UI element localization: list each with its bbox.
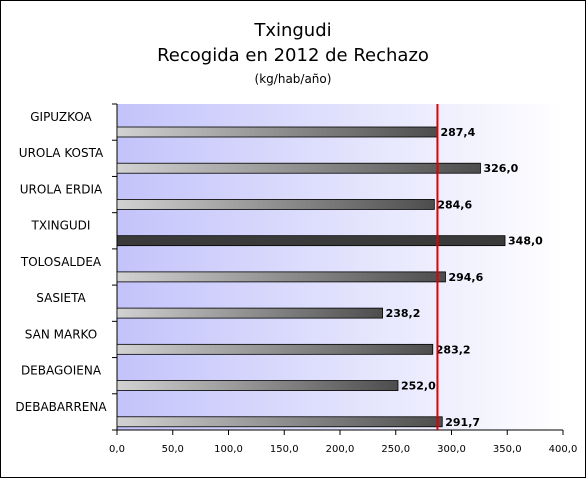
bar [116,380,399,391]
x-tick-label: 400,0 [549,444,578,455]
bar [116,126,438,138]
value-label: 283,2 [436,343,471,356]
bar [116,416,443,428]
chart-subtitle: Recogida en 2012 de Rechazo [157,45,429,66]
category-label: DEBAGOIENA [21,364,102,378]
bar [116,271,446,283]
bar [116,235,506,247]
value-label: 287,4 [440,126,475,139]
value-label: 326,0 [483,162,518,175]
x-tick-label: 100,0 [214,444,243,455]
category-label: UROLA KOSTA [19,146,104,160]
chart-unit: (kg/hab/año) [254,72,332,86]
category-label: TXINGUDI [31,219,91,233]
category-label: SAN MARKO [25,327,97,341]
category-label: DEBABARRENA [15,400,107,414]
x-tick-label: 50,0 [162,444,184,455]
bar [116,199,435,210]
value-label: 284,6 [437,198,472,211]
x-tick-label: 0,0 [109,444,125,455]
plot-area [117,104,563,430]
x-tick-label: 200,0 [326,444,355,455]
category-label: SASIETA [36,291,86,305]
bar [116,307,383,319]
value-label: 291,7 [445,416,480,429]
value-label: 252,0 [401,380,436,393]
x-tick-label: 150,0 [270,444,299,455]
value-label: 294,6 [448,271,483,284]
bar [116,162,481,174]
value-label: 348,0 [508,235,543,248]
category-label: UROLA ERDIA [20,182,103,196]
x-tick-label: 250,0 [381,444,410,455]
category-label: GIPUZKOA [30,110,92,124]
x-tick-label: 350,0 [493,444,522,455]
value-label: 238,2 [386,307,421,320]
category-label: TOLOSALDEA [20,255,102,269]
chart-title: Txingudi [254,20,332,41]
bar [116,343,434,355]
x-tick-label: 300,0 [437,444,466,455]
